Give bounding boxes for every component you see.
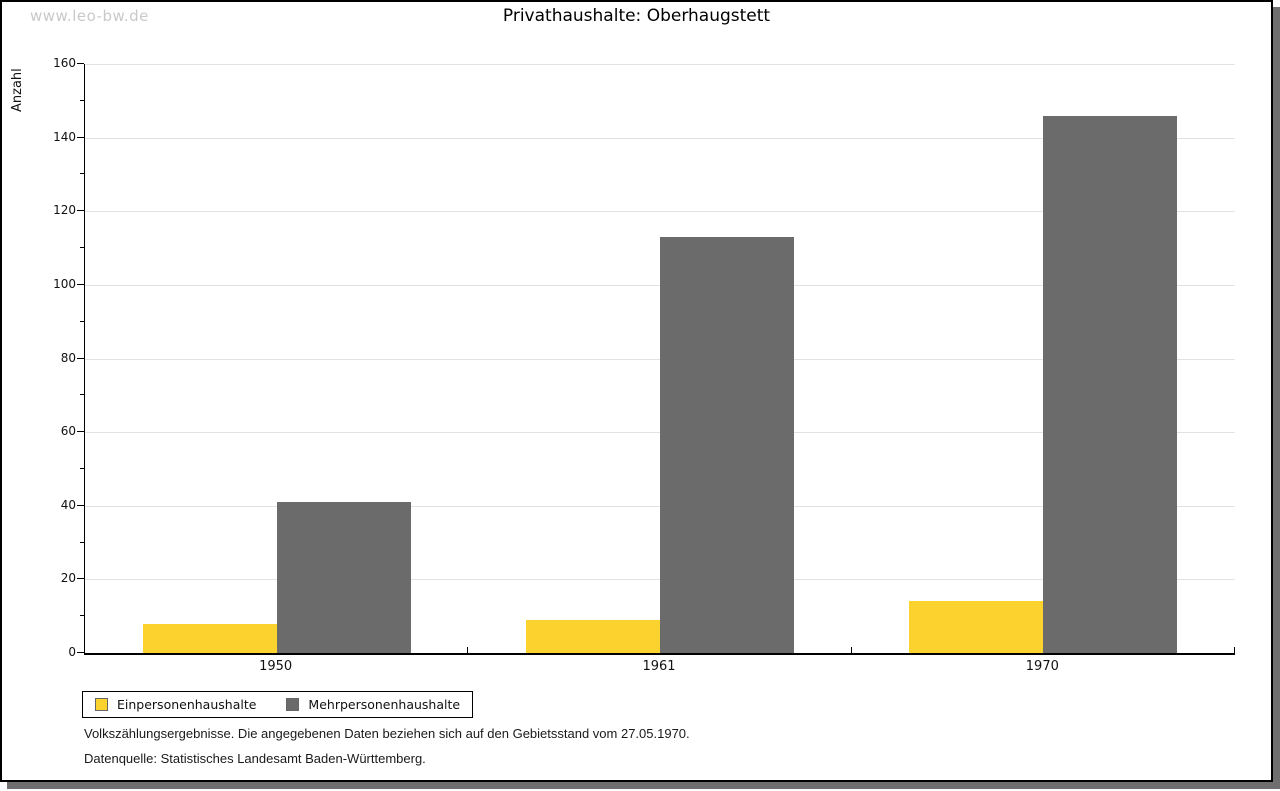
plot-area bbox=[77, 63, 1235, 655]
x-axis-tick bbox=[467, 647, 468, 653]
y-tick-label: 20 bbox=[60, 571, 76, 586]
x-tick-label: 1970 bbox=[1025, 659, 1059, 674]
y-axis-tick bbox=[77, 210, 84, 212]
y-axis-minor-tick bbox=[80, 320, 84, 322]
y-axis-tick bbox=[77, 578, 84, 580]
y-tick-label: 160 bbox=[53, 56, 76, 70]
y-tick-label: 60 bbox=[60, 424, 76, 439]
y-tick-label: 100 bbox=[53, 276, 76, 291]
legend-label: Mehrpersonenhaushalte bbox=[308, 697, 461, 712]
legend: Einpersonenhaushalte Mehrpersonenhaushalt… bbox=[82, 691, 474, 718]
legend-swatch-icon bbox=[286, 698, 300, 711]
x-tick-label: 1950 bbox=[259, 659, 293, 674]
y-axis-minor-tick bbox=[80, 541, 84, 543]
gridline bbox=[85, 64, 1235, 65]
bar-einpersonenhaushalte bbox=[909, 601, 1044, 653]
y-axis-minor-tick bbox=[80, 173, 84, 175]
legend-entry: Einpersonenhaushalte bbox=[95, 697, 256, 712]
y-axis-tick bbox=[77, 63, 84, 64]
bar-mehrpersonenhaushalte bbox=[1043, 115, 1178, 653]
bar-einpersonenhaushalte bbox=[526, 619, 660, 653]
footnote-datenquelle: Datenquelle: Statistisches Landesamt Bad… bbox=[84, 751, 426, 766]
y-tick-label: 140 bbox=[53, 129, 76, 144]
legend-label: Einpersonenhaushalte bbox=[117, 697, 257, 712]
y-axis-tick bbox=[77, 283, 84, 285]
gridline bbox=[85, 137, 1235, 139]
legend-entry: Mehrpersonenhaushalte bbox=[286, 697, 460, 712]
y-tick-label: 0 bbox=[68, 645, 76, 659]
y-axis-minor-tick bbox=[80, 615, 84, 617]
gridline bbox=[85, 211, 1235, 213]
legend-swatch-icon bbox=[95, 698, 108, 711]
y-axis-minor-tick bbox=[80, 247, 84, 249]
y-axis-tick bbox=[77, 136, 84, 138]
y-axis-tick bbox=[77, 652, 84, 653]
bar-mehrpersonenhaushalte bbox=[660, 237, 794, 653]
y-axis-tick bbox=[77, 504, 84, 506]
y-axis-minor-tick bbox=[80, 99, 84, 101]
y-tick-label: 80 bbox=[60, 350, 76, 365]
y-axis-tick bbox=[77, 357, 84, 359]
bar-einpersonenhaushalte bbox=[142, 623, 277, 653]
y-axis-tick bbox=[77, 431, 84, 433]
x-axis-tick bbox=[851, 647, 852, 653]
y-tick-label: 40 bbox=[60, 497, 76, 512]
bar-mehrpersonenhaushalte bbox=[276, 502, 411, 653]
x-axis-tick bbox=[1234, 647, 1235, 653]
y-axis-minor-tick bbox=[80, 467, 84, 469]
y-axis-label: Anzahl bbox=[10, 68, 25, 112]
page-title: Privathaushalte: Oberhaugstett bbox=[502, 6, 771, 26]
y-axis-minor-tick bbox=[80, 394, 84, 396]
y-tick-label: 120 bbox=[53, 203, 76, 218]
x-tick-label: 1961 bbox=[642, 659, 676, 674]
footnote-gebietsstand: Volkszählungsergebnisse. Die angegebenen… bbox=[84, 726, 690, 741]
watermark: www.leo-bw.de bbox=[30, 7, 149, 25]
